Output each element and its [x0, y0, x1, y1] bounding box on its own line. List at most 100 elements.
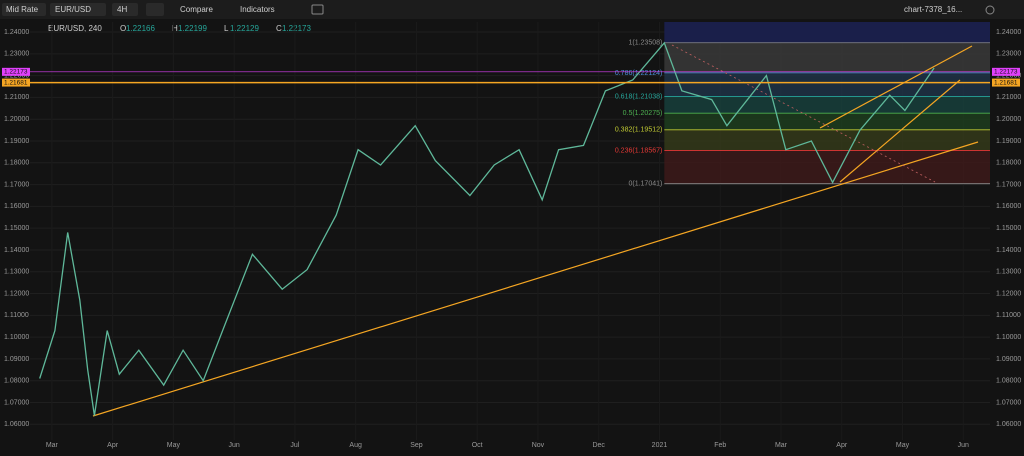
toolbar [0, 0, 1024, 19]
y-tick-label: 1.23000 [996, 51, 1021, 58]
y-tick-label-left: 1.24000 [4, 29, 29, 36]
fib-level-label: 0(1.17041) [628, 181, 662, 188]
y-tick-label: 1.15000 [996, 225, 1021, 232]
y-tick-label-left: 1.13000 [4, 269, 29, 276]
ohlc-key: C [276, 24, 282, 33]
y-tick-label: 1.06000 [996, 421, 1021, 428]
ohlc-value: 1.22199 [178, 24, 207, 33]
y-tick-label-left: 1.09000 [4, 356, 29, 363]
chart-name[interactable]: chart-7378_16... [904, 5, 962, 14]
chart-title: EUR/USD, 240 [48, 24, 102, 33]
compare-button[interactable]: Compare [180, 5, 213, 14]
indicators-button[interactable]: Indicators [240, 5, 275, 14]
ohlc-value: 1.22129 [230, 24, 259, 33]
fib-band [664, 42, 990, 73]
y-tick-label: 1.24000 [996, 29, 1021, 36]
fib-level-label: 0.618(1.21038) [615, 93, 662, 100]
ohlc-key: O [120, 24, 126, 33]
y-tick-label: 1.20000 [996, 116, 1021, 123]
y-tick-label-left: 1.14000 [4, 247, 29, 254]
y-tick-label: 1.17000 [996, 181, 1021, 188]
x-tick-label: Nov [532, 442, 545, 449]
price-marker-label-left: 1.22173 [4, 69, 28, 76]
y-tick-label-left: 1.20000 [4, 116, 29, 123]
y-tick-label: 1.14000 [996, 247, 1021, 254]
rate-label: Mid Rate [6, 5, 39, 14]
interval-select[interactable] [112, 3, 138, 16]
y-tick-label: 1.11000 [996, 312, 1021, 319]
fib-level-label: 0.382(1.19512) [615, 127, 662, 134]
interval-label: 4H [117, 5, 127, 14]
trend-line [819, 45, 973, 129]
y-tick-label: 1.16000 [996, 203, 1021, 210]
trend-line [839, 79, 961, 183]
fib-level-label: 0.5(1.20275) [623, 110, 663, 117]
x-tick-label: Dec [592, 442, 605, 449]
price-marker-box-left [2, 67, 30, 76]
price-line [39, 41, 935, 416]
x-tick-label: Mar [775, 442, 788, 449]
fib-band [664, 96, 990, 114]
fib-level-label: 0.236(1.18567) [615, 147, 662, 154]
x-tick-label: 2021 [652, 442, 668, 449]
screenshot-button[interactable] [311, 4, 324, 15]
y-tick-label: 1.09000 [996, 356, 1021, 363]
y-tick-label: 1.12000 [996, 290, 1021, 297]
fib-band [664, 72, 990, 97]
price-marker-box-right [992, 67, 1020, 76]
y-tick-label: 1.22000 [996, 72, 1021, 79]
fib-band [664, 129, 990, 151]
y-tick-label-left: 1.08000 [4, 378, 29, 385]
y-tick-label: 1.19000 [996, 138, 1021, 145]
y-tick-label: 1.10000 [996, 334, 1021, 341]
y-tick-label-left: 1.23000 [4, 51, 29, 58]
x-tick-label: May [167, 442, 181, 449]
x-tick-label: May [896, 442, 910, 449]
chart-type-button[interactable] [146, 3, 164, 16]
y-tick-label-left: 1.06000 [4, 421, 29, 428]
y-tick-label: 1.18000 [996, 160, 1021, 167]
x-tick-label: Feb [714, 442, 726, 449]
price-marker-box-left [2, 78, 30, 87]
y-tick-label-left: 1.18000 [4, 160, 29, 167]
price-marker-label-right: 1.21681 [994, 79, 1018, 86]
fib-extension-band [664, 22, 990, 43]
y-tick-label-left: 1.16000 [4, 203, 29, 210]
y-tick-label-left: 1.15000 [4, 225, 29, 232]
x-tick-label: Jul [290, 442, 299, 449]
x-tick-label: Jun [229, 442, 240, 449]
ohlc-value: 1.22173 [282, 24, 311, 33]
x-tick-label: Jun [958, 442, 969, 449]
price-marker-box-right [992, 78, 1020, 87]
y-tick-label-left: 1.12000 [4, 290, 29, 297]
y-tick-label-left: 1.11000 [4, 312, 29, 319]
rate-select[interactable] [2, 3, 46, 16]
trend-line [92, 141, 979, 417]
y-tick-label-left: 1.19000 [4, 138, 29, 145]
price-marker-label-left: 1.21681 [4, 79, 28, 86]
y-tick-label: 1.13000 [996, 269, 1021, 276]
y-tick-label: 1.21000 [996, 94, 1021, 101]
x-tick-label: Apr [107, 442, 119, 449]
x-tick-label: Aug [349, 442, 362, 449]
x-tick-label: Sep [410, 442, 423, 449]
y-tick-label-left: 1.17000 [4, 181, 29, 188]
y-tick-label-left: 1.10000 [4, 334, 29, 341]
fib-band [664, 113, 990, 130]
price-marker-label-right: 1.22173 [994, 69, 1018, 76]
fib-level-label: 1(1.23508) [628, 40, 662, 47]
y-tick-label: 1.08000 [996, 378, 1021, 385]
fib-band [664, 150, 990, 184]
x-tick-label: Oct [472, 442, 483, 449]
x-tick-label: Mar [46, 442, 59, 449]
settings-button[interactable] [985, 5, 995, 15]
y-tick-label-left: 1.22000 [4, 72, 29, 79]
y-tick-label-left: 1.21000 [4, 94, 29, 101]
symbol-label: EUR/USD [55, 5, 91, 14]
ohlc-key: L [224, 24, 229, 33]
y-tick-label: 1.07000 [996, 399, 1021, 406]
y-tick-label-left: 1.07000 [4, 399, 29, 406]
symbol-select[interactable] [50, 3, 106, 16]
ohlc-key: H [172, 24, 178, 33]
